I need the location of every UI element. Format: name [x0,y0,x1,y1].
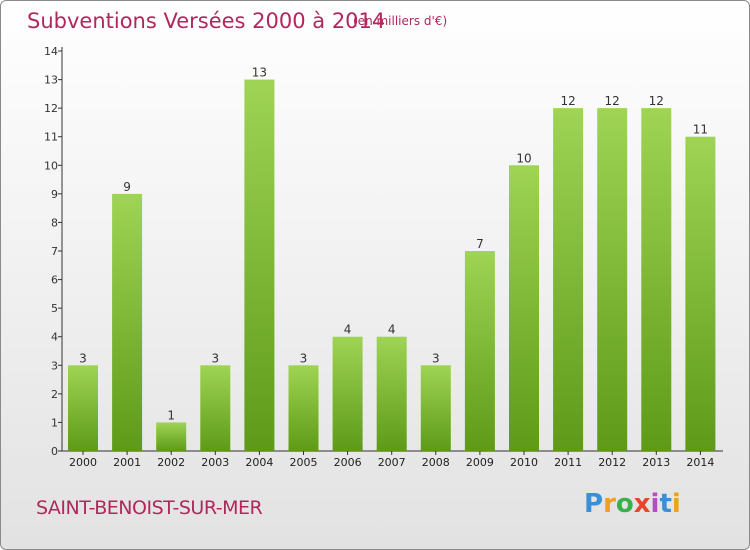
bar [112,193,143,451]
bar [68,365,98,451]
x-tick-label: 2004 [245,456,273,469]
y-tick-label: 7 [51,245,58,258]
data-label: 4 [388,323,396,337]
x-tick-label: 2000 [69,456,97,469]
x-tick-label: 2001 [113,456,141,469]
bar [509,165,539,452]
x-tick-label: 2010 [510,456,538,469]
y-tick-label: 2 [51,388,58,401]
bar [288,365,319,451]
x-tick-label: 2006 [334,456,362,469]
bar [244,79,275,452]
bar [464,251,495,451]
commune-name: SAINT-BENOIST-SUR-MER [36,497,263,519]
data-label: 3 [79,351,87,365]
logo-letter: x [633,489,651,519]
y-tick-label: 6 [51,274,58,287]
x-tick-label: 2011 [554,456,582,469]
chart-subtitle: (en milliers d'€) [353,14,448,28]
data-label: 12 [560,94,575,108]
y-tick-label: 9 [51,188,58,201]
y-tick-label: 4 [51,331,58,344]
y-tick-label: 8 [51,216,58,229]
proxiti-logo[interactable]: Proxiti [584,489,681,519]
bar [685,136,716,451]
y-tick-label: 13 [44,74,58,87]
bar [200,365,231,451]
y-tick-label: 11 [44,131,58,144]
logo-letter: o [615,489,634,519]
bar [597,108,628,452]
logo-letter: t [659,489,672,519]
y-tick-label: 5 [51,302,58,315]
y-tick-label: 12 [44,102,58,115]
bar [553,108,584,452]
data-label: 3 [211,351,219,365]
x-tick-label: 2002 [157,456,185,469]
bar [376,336,407,451]
y-tick-label: 14 [44,45,58,58]
bar [156,422,187,451]
data-label: 13 [252,66,267,80]
y-tick-label: 10 [44,159,58,172]
y-tick-label: 1 [51,416,58,429]
logo-letter: i [671,489,681,519]
logo-letter: r [603,489,616,519]
x-tick-label: 2003 [201,456,229,469]
x-tick-label: 2007 [378,456,406,469]
data-label: 4 [344,323,352,337]
chart-title: Subventions Versées 2000 à 2014 [27,9,386,33]
data-label: 10 [516,151,531,165]
logo-letter: P [584,489,604,519]
x-tick-label: 2009 [466,456,494,469]
bar [332,336,363,451]
bar [420,365,451,451]
y-tick-label: 0 [51,445,58,458]
data-label: 3 [300,351,308,365]
x-tick-label: 2008 [422,456,450,469]
data-label: 7 [476,237,484,251]
x-tick-label: 2005 [290,456,318,469]
data-label: 3 [432,351,440,365]
x-tick-label: 2012 [598,456,626,469]
y-tick-label: 3 [51,359,58,372]
data-label: 9 [123,180,131,194]
data-label: 1 [167,408,175,422]
logo-letter: i [650,489,660,519]
x-tick-label: 2013 [642,456,670,469]
data-label: 12 [649,94,664,108]
data-label: 11 [693,123,708,137]
x-tick-label: 2014 [686,456,714,469]
bar [641,108,672,452]
data-label: 12 [605,94,620,108]
